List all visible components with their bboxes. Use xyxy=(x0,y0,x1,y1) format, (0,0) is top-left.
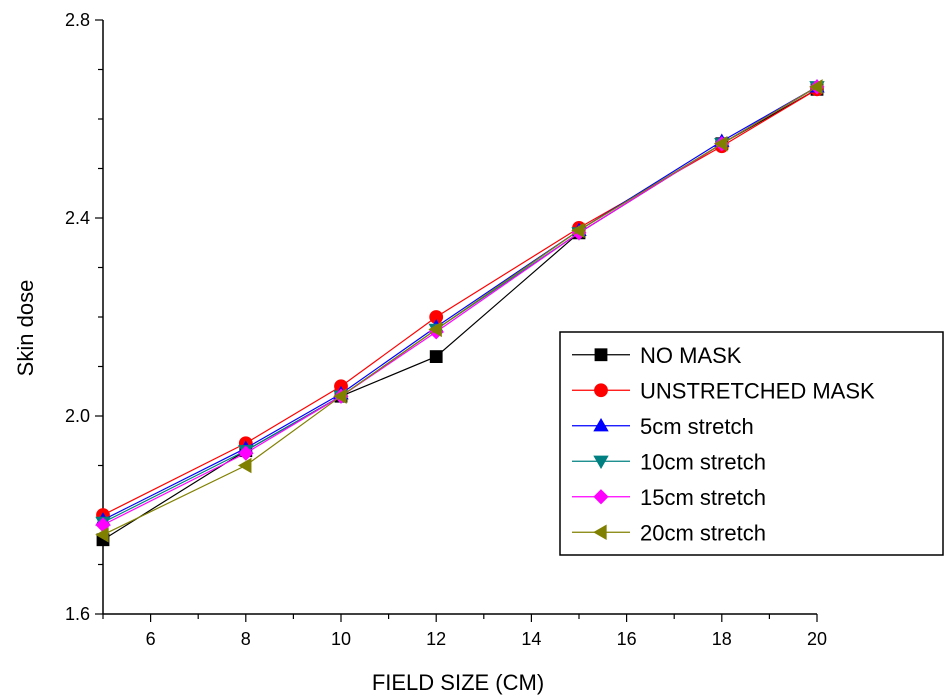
legend: NO MASK UNSTRETCHED MASK 5cm stretch 10cm s… xyxy=(559,331,944,556)
legend-item: 5cm stretch xyxy=(572,414,754,439)
legend-marker xyxy=(593,417,609,432)
legend-label: 20cm stretch xyxy=(640,520,766,545)
x-axis-title: FIELD SIZE (CM) xyxy=(372,670,544,695)
legend-item: 15cm stretch xyxy=(572,485,766,510)
y-tick-label: 2.0 xyxy=(65,406,90,426)
legend-item: NO MASK xyxy=(572,343,742,368)
data-point xyxy=(238,445,254,461)
legend-marker xyxy=(593,489,609,505)
data-point xyxy=(95,527,109,543)
data-point xyxy=(713,136,728,152)
legend-label: UNSTRETCHED MASK xyxy=(640,378,875,403)
x-tick-label: 12 xyxy=(426,629,446,649)
axes: 6 8 10 12 14 16 18 20 1.6 2.0 2.4 2.8 xyxy=(65,10,827,649)
y-tick-label: 1.6 xyxy=(65,604,90,624)
x-tick-label: 20 xyxy=(807,629,827,649)
x-tick-label: 8 xyxy=(241,629,251,649)
legend-label: 15cm stretch xyxy=(640,485,766,510)
legend-box xyxy=(559,331,944,556)
legend-label: 10cm stretch xyxy=(640,449,766,474)
series-6 xyxy=(95,79,823,543)
legend-marker xyxy=(594,383,608,398)
y-tick-label: 2.8 xyxy=(65,10,90,30)
data-point xyxy=(809,79,823,95)
legend-item: UNSTRETCHED MASK xyxy=(572,378,875,403)
data-point xyxy=(237,457,252,474)
legend-label: NO MASK xyxy=(640,343,742,368)
x-tick-label: 18 xyxy=(712,629,732,649)
y-tick-label: 2.4 xyxy=(65,208,90,228)
data-point xyxy=(333,388,347,404)
legend-item: 20cm stretch xyxy=(572,520,766,545)
x-tick-label: 16 xyxy=(617,629,637,649)
data-point xyxy=(428,321,442,338)
y-axis-title: Skin dose xyxy=(13,280,38,377)
series-layer xyxy=(95,79,825,547)
data-point xyxy=(571,222,585,239)
x-tick-label: 14 xyxy=(521,629,541,649)
legend-marker xyxy=(593,524,607,540)
legend-item: 10cm stretch xyxy=(572,449,766,474)
x-tick-label: 6 xyxy=(146,629,156,649)
data-point xyxy=(429,350,443,364)
legend-marker xyxy=(593,455,609,470)
x-tick-label: 10 xyxy=(331,629,351,649)
legend-marker xyxy=(594,348,608,362)
legend-label: 5cm stretch xyxy=(640,414,754,439)
